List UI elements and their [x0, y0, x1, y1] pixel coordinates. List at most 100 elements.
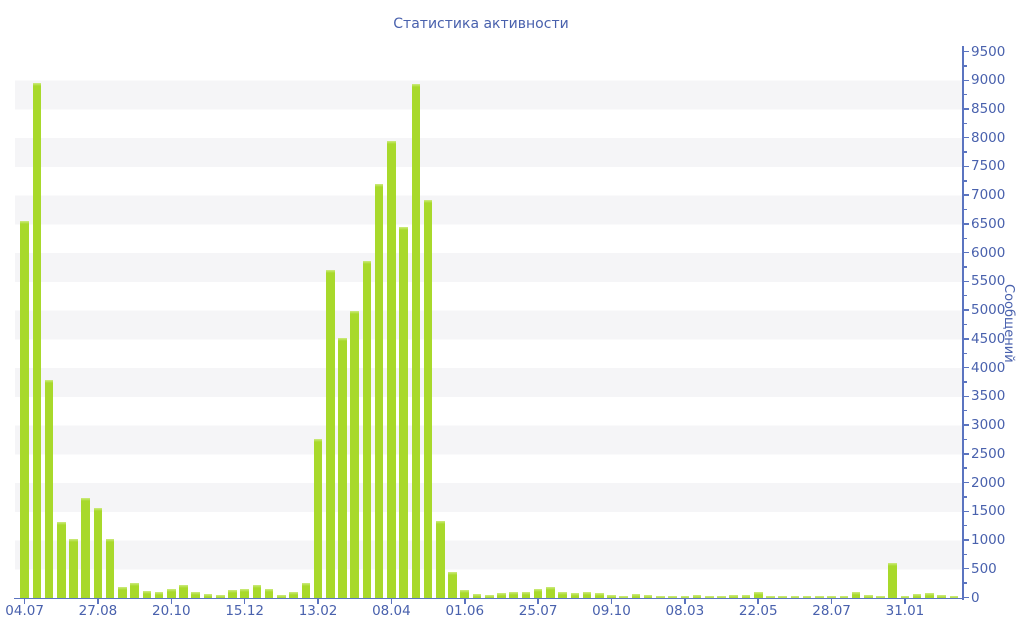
x-axis-tick — [243, 599, 246, 604]
y-axis-minor-tick — [962, 410, 967, 412]
bar[interactable] — [93, 507, 103, 598]
y-axis-major-tick — [962, 137, 969, 139]
bar[interactable] — [203, 594, 213, 598]
bar[interactable] — [350, 310, 360, 598]
bar[interactable] — [582, 591, 592, 598]
bar[interactable] — [411, 83, 421, 598]
bar[interactable] — [888, 563, 897, 598]
bar[interactable] — [949, 595, 959, 598]
bar[interactable] — [741, 594, 751, 598]
bar[interactable] — [81, 498, 91, 598]
bar[interactable] — [423, 199, 433, 598]
y-axis-major-tick — [962, 251, 969, 254]
x-axis-tick-label: 08.03 — [665, 602, 705, 619]
bar[interactable] — [20, 221, 29, 598]
bar[interactable] — [69, 539, 78, 598]
y-axis-major-tick — [962, 481, 969, 484]
bar[interactable] — [643, 595, 653, 598]
y-axis-minor-tick — [962, 295, 967, 297]
bar[interactable] — [631, 594, 641, 598]
y-axis-major-tick — [962, 453, 969, 455]
x-axis-tick — [97, 599, 99, 604]
bar[interactable] — [56, 522, 66, 598]
bar[interactable] — [301, 583, 311, 598]
y-axis-major-tick — [962, 223, 969, 225]
bar[interactable] — [130, 583, 139, 598]
bar[interactable] — [374, 183, 384, 598]
bar[interactable] — [680, 595, 690, 598]
bar[interactable] — [790, 596, 800, 598]
bar[interactable] — [252, 584, 262, 598]
bar[interactable] — [399, 226, 408, 598]
bar[interactable] — [937, 594, 946, 598]
y-axis-minor-tick — [962, 582, 967, 584]
y-axis-tick-label: 4500 — [971, 330, 1006, 347]
bar[interactable] — [705, 595, 714, 598]
bar[interactable] — [338, 337, 347, 598]
y-axis-tick-label: 1500 — [971, 503, 1006, 520]
x-axis-tick — [904, 599, 906, 604]
bar[interactable] — [362, 261, 372, 598]
bar[interactable] — [448, 571, 457, 598]
bar[interactable] — [277, 594, 286, 598]
bar[interactable] — [167, 588, 176, 598]
bar[interactable] — [900, 595, 910, 598]
bar[interactable] — [436, 521, 445, 598]
bar[interactable] — [484, 595, 494, 598]
bar[interactable] — [472, 593, 482, 598]
bar[interactable] — [619, 595, 629, 598]
bar[interactable] — [240, 588, 249, 598]
bar[interactable] — [228, 590, 237, 598]
bar[interactable] — [105, 539, 115, 598]
bar[interactable] — [692, 595, 702, 598]
bar[interactable] — [289, 592, 298, 598]
bar[interactable] — [925, 593, 934, 598]
x-axis-tick — [537, 599, 539, 604]
y-axis-tick-label: 2000 — [971, 474, 1006, 491]
bar[interactable] — [460, 589, 470, 598]
x-axis-tick-label: 15.12 — [225, 602, 264, 619]
bar[interactable] — [546, 586, 555, 598]
bar[interactable] — [521, 591, 531, 598]
bar[interactable] — [509, 592, 518, 598]
bar[interactable] — [264, 588, 274, 598]
bar[interactable] — [863, 594, 873, 598]
bar[interactable] — [533, 588, 543, 598]
bar[interactable] — [717, 595, 726, 598]
bar[interactable] — [142, 591, 152, 598]
bar[interactable] — [778, 596, 787, 598]
x-axis-tick — [23, 599, 26, 604]
bar[interactable] — [668, 595, 677, 598]
bar[interactable] — [876, 596, 885, 598]
bar[interactable] — [179, 585, 188, 598]
bar[interactable] — [44, 380, 54, 598]
x-axis-tick-label: 22.05 — [738, 602, 778, 619]
bar[interactable] — [815, 595, 824, 598]
x-axis-tick — [610, 599, 613, 604]
x-axis-tick-label: 28.07 — [812, 602, 851, 619]
bar[interactable] — [729, 595, 739, 598]
bar[interactable] — [154, 592, 164, 598]
bar[interactable] — [313, 438, 323, 598]
bar[interactable] — [607, 594, 616, 598]
bar[interactable] — [656, 595, 665, 598]
bar[interactable] — [802, 596, 812, 598]
bar[interactable] — [827, 596, 836, 598]
bar[interactable] — [766, 595, 775, 598]
bar[interactable] — [912, 594, 922, 598]
bar[interactable] — [558, 592, 567, 598]
bar[interactable] — [594, 593, 604, 598]
y-axis-minor-tick — [962, 180, 967, 182]
bar[interactable] — [32, 83, 42, 598]
bar[interactable] — [570, 593, 580, 598]
bar[interactable] — [191, 591, 201, 598]
bar[interactable] — [839, 596, 849, 598]
bar[interactable] — [851, 592, 861, 598]
bar[interactable] — [118, 586, 127, 598]
bar[interactable] — [215, 594, 225, 598]
y-axis-major-tick — [962, 424, 969, 426]
bar[interactable] — [497, 593, 506, 598]
bar[interactable] — [325, 270, 335, 598]
bar[interactable] — [753, 592, 763, 598]
bar[interactable] — [387, 141, 396, 598]
